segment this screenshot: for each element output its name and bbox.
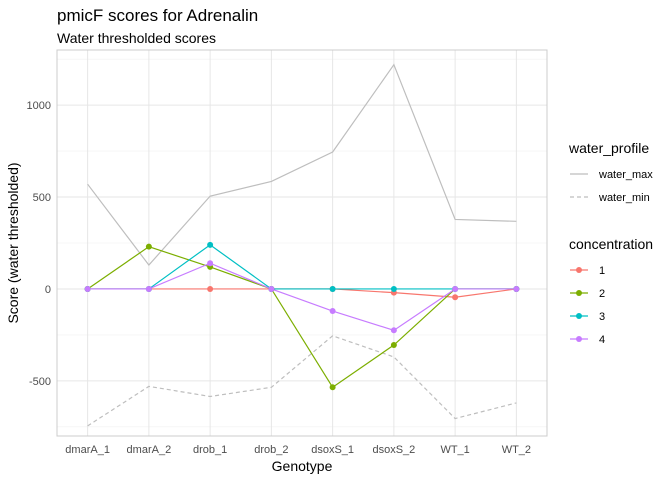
- series-line-concentration-3: [87, 244, 517, 290]
- plot-panel: [56, 49, 548, 437]
- data-point-concentration-4: [513, 285, 520, 292]
- legend-key-point-concentration-3: [576, 313, 582, 319]
- series-line-concentration-2: [87, 246, 517, 389]
- x-tick-label: drob_1: [193, 444, 227, 456]
- data-point-concentration-4: [329, 308, 336, 315]
- data-point-concentration-2: [329, 384, 336, 391]
- legend-key-point-concentration-4: [576, 336, 582, 342]
- chart-subtitle: Water thresholded scores: [57, 30, 216, 46]
- y-axis-title: Score (water thresholded): [5, 162, 21, 323]
- data-point-concentration-4: [452, 285, 459, 292]
- legend-label-concentration-3: 3: [599, 311, 605, 323]
- data-point-concentration-1: [452, 294, 459, 301]
- series-line-concentration-4: [87, 262, 517, 331]
- data-point-concentration-3: [329, 285, 336, 292]
- data-point-concentration-3: [390, 285, 397, 292]
- y-tick-label: 1000: [27, 100, 51, 112]
- legend-label-concentration-1: 1: [599, 265, 605, 277]
- legend-concentration-title: concentration: [569, 236, 653, 252]
- data-point-concentration-2: [145, 243, 152, 250]
- x-axis-title: Genotype: [272, 458, 333, 474]
- data-point-concentration-4: [145, 285, 152, 292]
- legend-label-water-max: water_max: [598, 169, 653, 181]
- legend-label-concentration-4: 4: [599, 334, 605, 346]
- x-tick-label: dsoxS_1: [311, 444, 354, 456]
- legend-key-point-concentration-1: [576, 267, 582, 273]
- legend-label-water-min: water_min: [598, 192, 650, 204]
- legend-label-concentration-2: 2: [599, 288, 605, 300]
- legend-concentration: concentration 1 2 3 4: [569, 236, 653, 346]
- x-axis-ticks: dmarA_1 dmarA_2 drob_1 drob_2 dsoxS_1 dsoxS_2…: [65, 444, 531, 456]
- series-lines: [87, 63, 517, 427]
- x-tick-label: dmarA_2: [127, 444, 172, 456]
- y-tick-label: -500: [29, 376, 51, 388]
- data-point-concentration-4: [207, 260, 214, 267]
- gridlines: [57, 50, 547, 436]
- y-tick-label: 0: [45, 284, 51, 296]
- chart-title: pmicF scores for Adrenalin: [57, 6, 258, 25]
- legend-key-point-concentration-2: [576, 290, 582, 296]
- x-tick-label: dmarA_1: [65, 444, 110, 456]
- data-point-concentration-4: [268, 285, 275, 292]
- legend-water-title: water_profile: [568, 140, 649, 156]
- data-point-concentration-1: [207, 285, 214, 292]
- series-line-water-min: [87, 335, 517, 427]
- y-axis-ticks: -500 0 500 1000: [27, 100, 51, 388]
- x-tick-label: dsoxS_2: [372, 444, 415, 456]
- x-tick-label: drob_2: [254, 444, 288, 456]
- data-point-concentration-4: [84, 285, 91, 292]
- series-points: [84, 241, 520, 391]
- data-point-concentration-3: [207, 241, 214, 248]
- panel-border: [56, 49, 548, 437]
- x-tick-label: WT_2: [502, 444, 531, 456]
- x-tick-label: WT_1: [440, 444, 469, 456]
- data-point-concentration-4: [390, 327, 397, 334]
- y-tick-label: 500: [33, 192, 51, 204]
- legend-water-profile: water_profile water_max water_min: [568, 140, 653, 204]
- series-line-water-max: [87, 63, 517, 267]
- data-point-concentration-2: [390, 342, 397, 349]
